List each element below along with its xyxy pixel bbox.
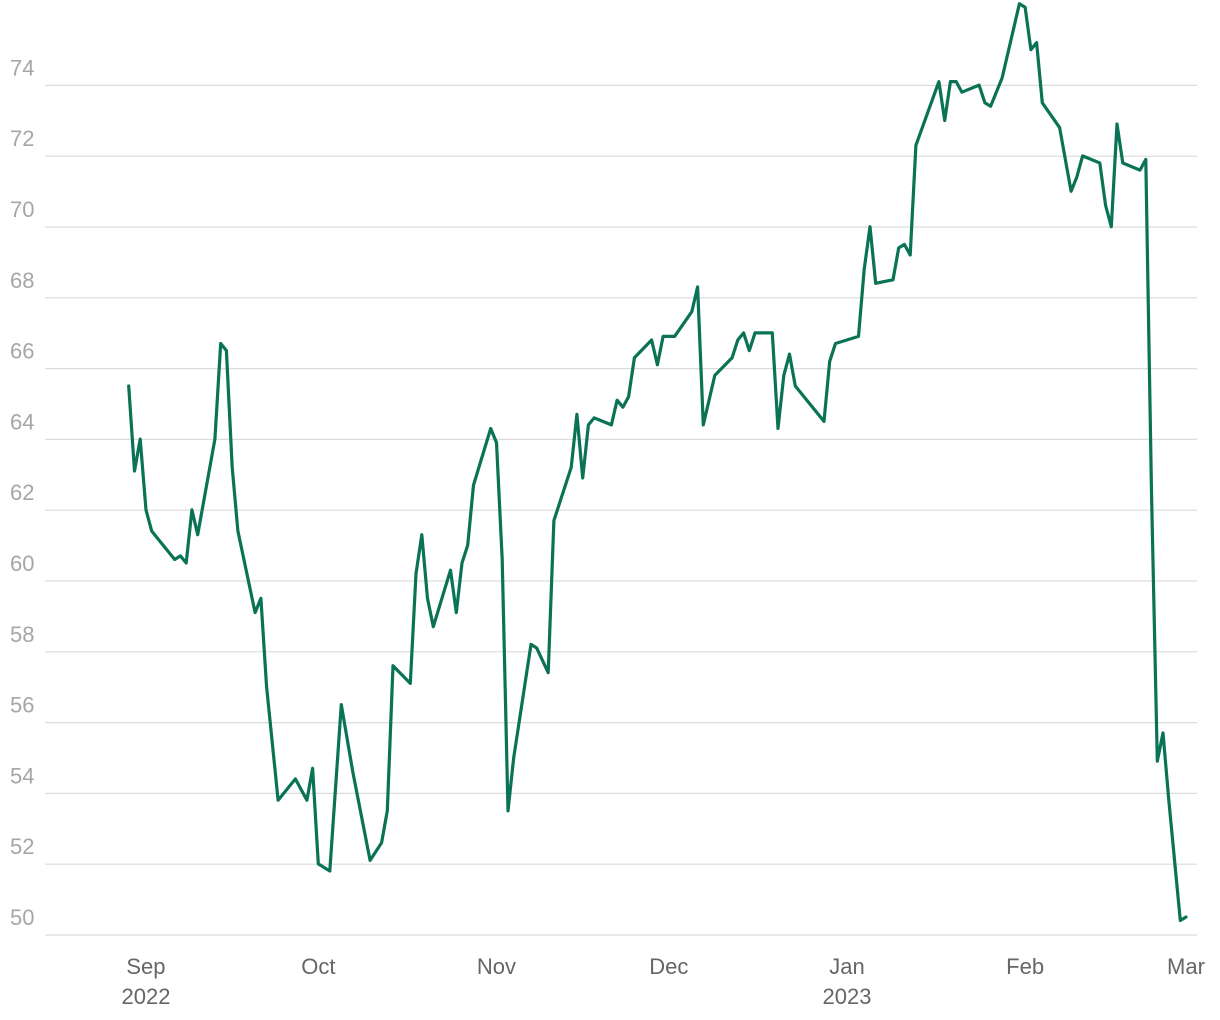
y-tick-label: 70 (10, 197, 34, 222)
y-tick-label: 74 (10, 55, 34, 80)
x-tick-label: Dec (649, 954, 688, 979)
y-tick-label: 66 (10, 339, 34, 364)
y-tick-label: 60 (10, 551, 34, 576)
y-tick-label: 54 (10, 763, 34, 788)
x-tick-label: Nov (477, 954, 516, 979)
y-tick-label: 56 (10, 693, 34, 718)
x-tick-label: Feb (1006, 954, 1044, 979)
y-tick-label: 68 (10, 268, 34, 293)
x-tick-label: Sep (126, 954, 165, 979)
y-tick-label: 64 (10, 409, 34, 434)
y-tick-label: 52 (10, 834, 34, 859)
x-tick-sublabel: 2022 (121, 984, 170, 1009)
x-axis-tick-labels: Sep 2022 Oct Nov Dec Jan 2023 Feb Mar (121, 954, 1204, 1009)
y-tick-label: 62 (10, 480, 34, 505)
series-layer (127, 2, 1188, 923)
gridlines (45, 84, 1197, 936)
x-tick-label: Jan (829, 954, 864, 979)
x-tick-label: Mar (1167, 954, 1205, 979)
y-tick-label: 72 (10, 126, 34, 151)
x-tick-sublabel: 2023 (823, 984, 872, 1009)
series-line-0 (127, 2, 1188, 923)
y-axis-tick-labels: 50 52 54 56 58 60 62 64 66 68 70 72 74 (10, 55, 34, 930)
y-tick-label: 58 (10, 622, 34, 647)
x-tick-label: Oct (301, 954, 335, 979)
y-tick-label: 50 (10, 905, 34, 930)
